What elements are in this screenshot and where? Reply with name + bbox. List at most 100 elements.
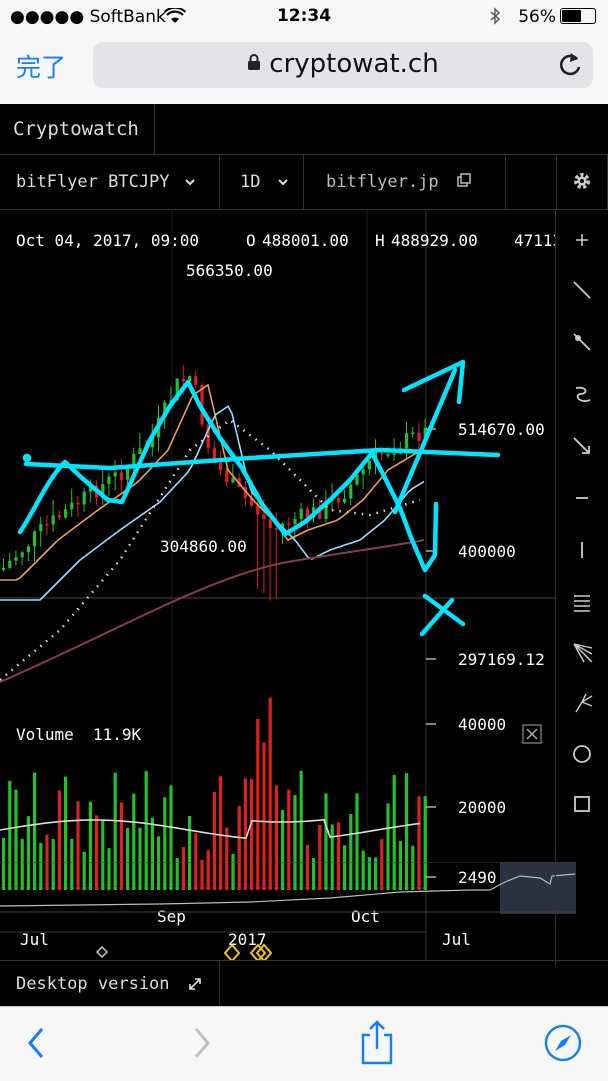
candle — [243, 486, 247, 498]
candle — [380, 450, 384, 455]
forward-icon[interactable] — [190, 1023, 214, 1063]
volume-close-button[interactable] — [522, 724, 542, 744]
footer-bar: Desktop version — [0, 960, 608, 1007]
exchange-link[interactable]: bitflyer.jp — [304, 155, 506, 209]
price-axis: 514670.00 400000 297169.12 — [426, 420, 545, 669]
volume-bar — [287, 789, 291, 890]
candle — [82, 491, 86, 505]
candle — [107, 476, 111, 485]
interval-label: 1D — [240, 172, 261, 192]
rectangle-tool-icon[interactable] — [556, 784, 608, 824]
ohlc-high-label: H — [375, 231, 385, 250]
volume-bar — [144, 770, 148, 890]
candle — [181, 378, 185, 382]
volume-bar — [336, 822, 340, 890]
ray-tool-icon[interactable] — [556, 322, 608, 362]
arrow-tool-icon[interactable] — [556, 426, 608, 466]
url-text: cryptowat.ch — [269, 49, 439, 79]
candle — [305, 508, 309, 518]
candle — [76, 502, 80, 505]
candle — [219, 462, 223, 470]
volume-bar — [181, 846, 185, 890]
candle — [101, 484, 105, 498]
volume-bar — [374, 857, 378, 890]
event-markers[interactable] — [95, 943, 273, 960]
volume-bar — [423, 796, 427, 890]
navigator-label: Jul — [442, 930, 471, 949]
volume-bar — [274, 785, 278, 890]
pitchfork-tool-icon[interactable] — [556, 682, 608, 722]
navigator-strip[interactable] — [0, 862, 576, 914]
freehand-tool-icon[interactable] — [556, 374, 608, 414]
volume-bar — [237, 805, 241, 890]
volume-bar — [76, 801, 80, 890]
volume-bar — [262, 742, 266, 890]
vertical-line-tool-icon[interactable] — [556, 530, 608, 570]
volume-bar — [82, 851, 86, 890]
volume-bar — [305, 844, 309, 890]
volume-bar — [126, 827, 130, 890]
candle — [256, 505, 260, 515]
candle — [349, 484, 353, 499]
browser-bottom-bar — [0, 1006, 608, 1081]
desktop-version-link[interactable]: Desktop version — [0, 961, 220, 1007]
volume-bar — [324, 793, 328, 890]
done-button[interactable]: 完了 — [16, 53, 67, 82]
settings-button[interactable] — [556, 155, 608, 209]
battery-icon — [560, 8, 596, 24]
candle — [175, 378, 179, 401]
candle — [126, 466, 130, 480]
compass-icon[interactable] — [543, 1023, 583, 1063]
navigator-label: Jul — [20, 930, 49, 949]
volume-bar — [219, 776, 223, 890]
moving-average-line — [0, 383, 425, 581]
reload-icon[interactable] — [557, 51, 583, 79]
site-logo[interactable]: Cryptowatch — [0, 104, 155, 154]
candle — [355, 474, 359, 485]
volume-bar — [26, 816, 30, 890]
volume-bar — [51, 839, 55, 890]
volume-bar — [243, 778, 247, 890]
horizontal-line-tool-icon[interactable] — [556, 478, 608, 518]
candle — [423, 427, 427, 441]
candle — [150, 437, 154, 448]
fan-tool-icon[interactable] — [556, 632, 608, 672]
candle — [268, 519, 272, 529]
desktop-version-label: Desktop version — [16, 974, 170, 994]
candle — [70, 502, 74, 510]
parallel-lines-tool-icon[interactable] — [556, 582, 608, 622]
ohlc-high-value: 488929.00 — [391, 231, 478, 250]
back-icon[interactable] — [24, 1023, 48, 1063]
volume-bar — [14, 789, 18, 890]
bluetooth-icon — [490, 7, 501, 25]
carrier-name: ●●●●● SoftBank — [10, 7, 166, 27]
volume-bar — [101, 820, 105, 890]
share-icon[interactable] — [360, 1019, 394, 1065]
line-tool-icon[interactable] — [556, 270, 608, 310]
candle — [20, 552, 24, 558]
high-price-annotation: 566350.00 — [186, 261, 273, 280]
candle — [274, 528, 278, 530]
volume-label: Volume — [16, 725, 74, 744]
volume-bar — [392, 774, 396, 890]
volume-bar — [268, 697, 272, 890]
long-moving-average-line — [0, 539, 425, 683]
ohlc-extra-value: 471131.00 — [514, 231, 556, 250]
status-bar: ●●●●● SoftBank 12:34 56% — [0, 0, 608, 34]
market-select[interactable]: bitFlyer BTCJPY — [0, 155, 220, 209]
volume-bar — [380, 839, 384, 890]
price-chart[interactable]: Oct 04, 2017, 09:00 O 488001.00 H 488929… — [0, 210, 556, 960]
event-marker — [255, 943, 273, 960]
gear-icon — [574, 173, 590, 189]
chevron-down-icon — [185, 179, 195, 186]
volume-bar — [330, 824, 334, 890]
circle-tool-icon[interactable] — [556, 734, 608, 774]
interval-select[interactable]: 1D — [220, 155, 304, 209]
crosshair-tool-icon[interactable] — [556, 220, 608, 260]
volume-bar — [318, 824, 322, 890]
candle — [132, 453, 136, 467]
address-bar[interactable]: cryptowat.ch — [93, 42, 593, 88]
candle — [299, 508, 303, 519]
candle — [231, 478, 235, 483]
candle — [405, 433, 409, 449]
